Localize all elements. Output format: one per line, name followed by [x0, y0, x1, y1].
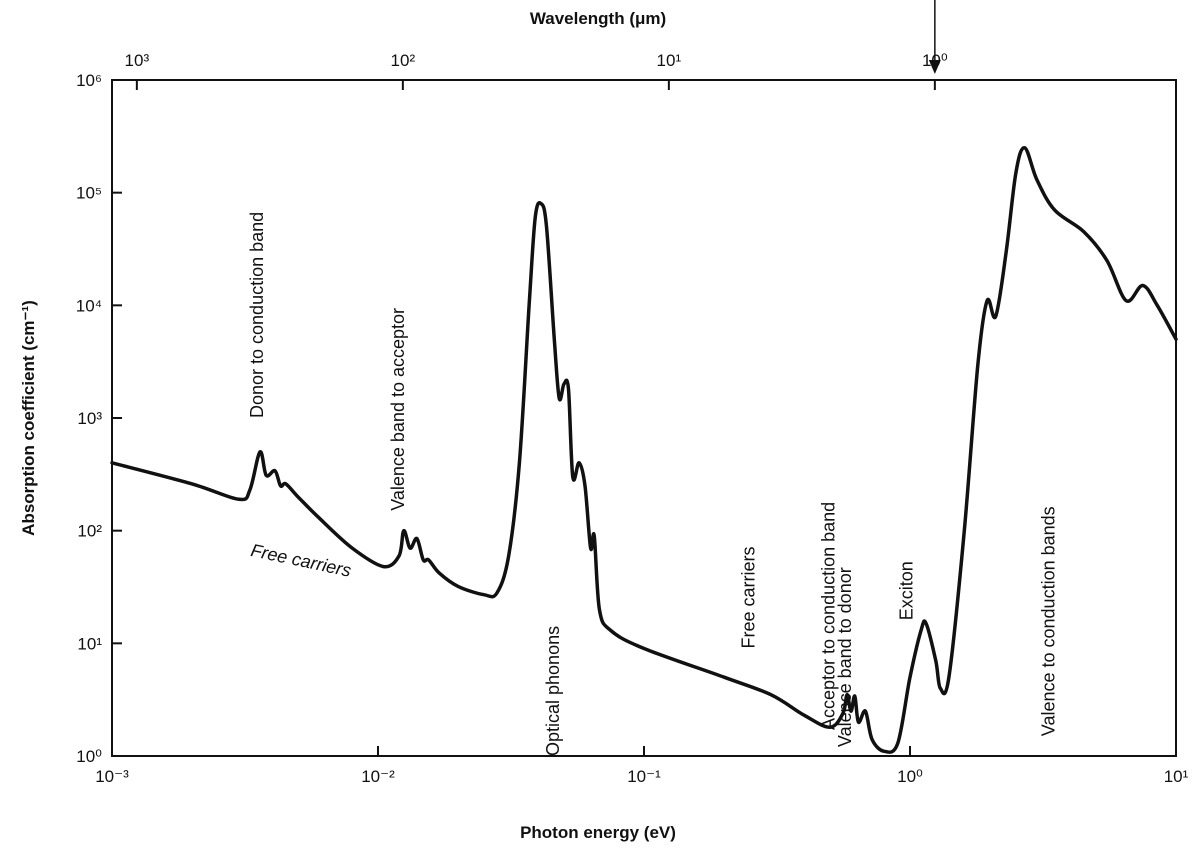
- x-tick-label: 10⁻¹: [627, 767, 661, 786]
- annotation-label: Donor to conduction band: [247, 212, 267, 418]
- y-tick-label: 10⁴: [76, 296, 102, 315]
- annotation-label: Valence to conduction bands: [1039, 506, 1059, 736]
- y-tick-label: 10⁰: [76, 747, 102, 766]
- top-tick-label: 10²: [391, 51, 416, 70]
- y-tick-label: 10²: [77, 522, 102, 541]
- x-axis-title: Photon energy (eV): [520, 823, 676, 842]
- plot-frame: [111, 79, 1177, 757]
- absorption-curve: [110, 146, 1178, 754]
- annotation-label: Valence band to acceptor: [388, 308, 408, 511]
- annotation-label: Acceptor to conduction band: [819, 502, 839, 730]
- annotation-label: Exciton: [896, 561, 916, 620]
- x-tick-label: 10⁰: [897, 767, 923, 786]
- x-tick-label: 10⁻²: [361, 767, 395, 786]
- x-tick-label: 10⁻³: [95, 767, 129, 786]
- top-tick-label: 10¹: [657, 51, 682, 70]
- y-tick-label: 10³: [77, 409, 102, 428]
- y-tick-label: 10⁵: [76, 184, 102, 203]
- y-tick-label: 10⁶: [76, 71, 102, 90]
- marker-arrowhead: [928, 60, 941, 74]
- annotation-label: Free carriers: [249, 540, 353, 581]
- top-tick-label: 10³: [125, 51, 150, 70]
- top-axis-ticks: 10³10²10¹10⁰: [125, 51, 948, 90]
- x-tick-label: 10¹: [1164, 767, 1189, 786]
- annotation-label: Free carriers: [738, 546, 758, 648]
- top-axis-title: Wavelength (μm): [530, 9, 666, 28]
- annotation-label: Valence band to donor: [835, 567, 855, 747]
- wavelength-marker-arrow: [928, 0, 941, 74]
- bottom-axis-ticks: 10⁻³ 10⁻² 10⁻¹ 10⁰ 10¹: [95, 746, 1189, 786]
- annotation-label: Optical phonons: [543, 626, 563, 756]
- left-axis-ticks: 10⁰ 10¹ 10² 10³ 10⁴ 10⁵ 10⁶: [76, 71, 122, 766]
- y-tick-label: 10¹: [77, 634, 102, 653]
- y-axis-title: Absorption coefficient (cm⁻¹): [19, 300, 38, 536]
